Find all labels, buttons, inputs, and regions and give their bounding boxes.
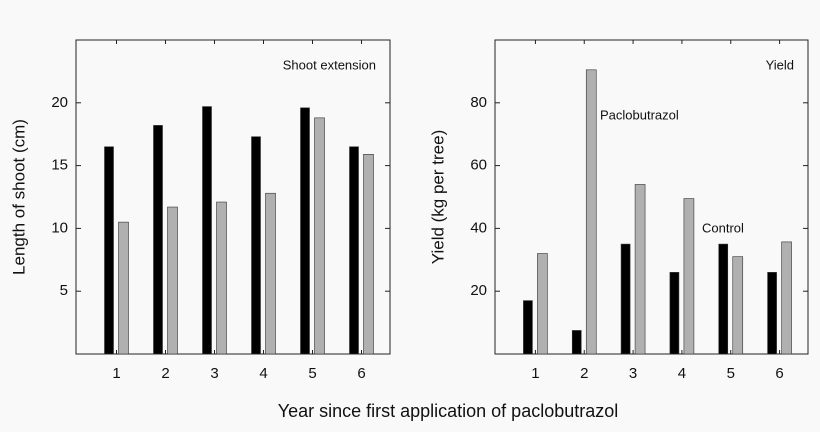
y-tick-label: 15 (51, 157, 68, 174)
plot-frame (494, 39, 809, 355)
x-tick-label: 1 (531, 365, 539, 382)
chart-annotation-title: Shoot extension (283, 57, 376, 72)
bar (620, 243, 631, 355)
bar (349, 146, 359, 355)
bar (153, 125, 163, 355)
bar (300, 107, 310, 355)
bar (363, 153, 374, 355)
y-tick-label: 10 (51, 219, 68, 236)
bar (202, 106, 212, 355)
bar (585, 69, 597, 355)
bar (571, 330, 582, 355)
bar (118, 221, 129, 355)
x-tick-label: 5 (308, 365, 316, 382)
bar (718, 243, 729, 355)
x-tick-label: 2 (161, 365, 169, 382)
series-annotation: Control (702, 220, 744, 235)
x-axis-label: Year since first application of paclobut… (278, 401, 619, 421)
x-tick-label: 3 (629, 365, 637, 382)
x-tick-label: 5 (727, 365, 735, 382)
y-tick-label: 60 (470, 157, 487, 174)
bar (781, 241, 792, 355)
bar (265, 192, 276, 355)
series-annotation: Paclobutrazol (600, 107, 679, 122)
bar (669, 272, 680, 355)
x-tick-label: 1 (112, 365, 120, 382)
chart-annotation-title: Yield (766, 57, 794, 72)
x-tick-label: 4 (678, 365, 686, 382)
y-axis-label: Length of shoot (cm) (9, 119, 28, 275)
y-tick-label: 20 (51, 94, 68, 111)
y-axis-label: Yield (kg per tree) (428, 130, 447, 264)
x-tick-label: 3 (210, 365, 218, 382)
y-tick-label: 40 (470, 219, 487, 236)
bar (523, 300, 533, 355)
bar (216, 201, 227, 355)
bar (104, 146, 114, 355)
bar (251, 136, 261, 355)
bar (767, 272, 777, 355)
bar (537, 253, 548, 355)
bar (634, 184, 646, 355)
plot-frame (75, 39, 391, 355)
x-tick-label: 6 (357, 365, 365, 382)
x-tick-label: 2 (580, 365, 588, 382)
y-tick-label: 20 (470, 282, 487, 299)
bar (167, 206, 178, 355)
y-tick-label: 5 (60, 282, 68, 299)
bar (683, 198, 695, 355)
y-tick-label: 80 (470, 94, 487, 111)
x-tick-label: 4 (259, 365, 267, 382)
bar (314, 117, 325, 355)
x-tick-label: 6 (775, 365, 783, 382)
bar (732, 256, 744, 355)
